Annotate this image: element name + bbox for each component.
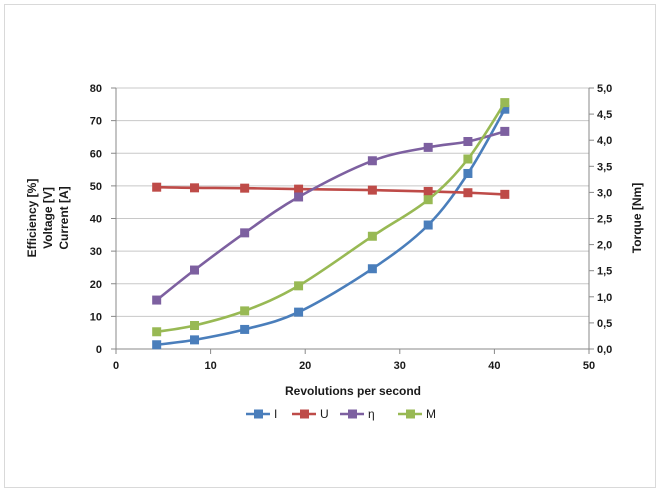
- series-0-marker: [240, 324, 250, 334]
- right-tick-label: 4,5: [597, 109, 612, 121]
- legend-swatch-marker: [348, 409, 357, 419]
- right-tick-label: 0,5: [597, 318, 612, 330]
- legend-entry-label: η: [368, 407, 375, 421]
- chart-frame: [4, 4, 656, 488]
- series-1-marker: [190, 183, 200, 193]
- left-tick-label: 30: [90, 246, 102, 258]
- right-tick-label: 3,0: [597, 187, 612, 199]
- right-tick-label: 1,5: [597, 266, 612, 278]
- series-0-marker: [367, 264, 377, 274]
- series-2-marker: [500, 126, 510, 136]
- series-1-marker: [463, 188, 473, 198]
- series-0-marker: [423, 220, 433, 230]
- x-tick-label: 0: [113, 360, 119, 372]
- right-tick-label: 2,5: [597, 214, 612, 226]
- right-tick-labels: 0,0 0,5 1,0 1,5 2,0 2,5 3,0 3,5 4,0 4,5 5,0: [597, 83, 612, 356]
- right-tick-label: 1,0: [597, 292, 612, 304]
- series-2-marker: [423, 142, 433, 152]
- series-1-marker: [240, 183, 250, 193]
- series-3-line: [156, 101, 506, 334]
- series-0-marker: [463, 168, 473, 178]
- series-3-marker: [423, 195, 433, 205]
- series-2-line: [155, 130, 506, 302]
- x-tick-label: 30: [394, 360, 406, 372]
- x-axis-label: Revolutions per second: [285, 384, 421, 398]
- y-axis-label-efficiency: Efficiency [%]: [25, 179, 39, 258]
- series-0-marker: [500, 104, 510, 114]
- series-1-line: [156, 185, 505, 196]
- right-tick-label: 5,0: [597, 83, 612, 95]
- series-2-marker: [240, 228, 250, 238]
- series-2-marker: [190, 265, 200, 275]
- series-0-marker: [294, 307, 304, 317]
- y2-axis-label-torque: Torque [Nm]: [630, 183, 644, 253]
- x-tick-labels: 0 10 20 30 40 50: [113, 360, 595, 372]
- right-tick-label: 3,5: [597, 161, 612, 173]
- series-3-marker: [294, 281, 304, 291]
- series-1-marker: [367, 185, 377, 195]
- legend-entry-label: U: [320, 407, 329, 421]
- left-tick-label: 60: [90, 148, 102, 160]
- left-tick-label: 40: [90, 214, 102, 226]
- legend-entry-label: M: [426, 407, 436, 421]
- series-2-marker: [367, 156, 377, 166]
- series-2-marker: [152, 295, 162, 305]
- left-tick-label: 80: [90, 83, 102, 95]
- y-axis-label-voltage: Voltage [V]: [41, 187, 55, 249]
- series-1-marker: [294, 184, 304, 194]
- y-axis-label-current: Current [A]: [57, 186, 71, 249]
- series-2-marker: [294, 192, 304, 202]
- series-2-marker: [463, 137, 473, 147]
- series-3-marker: [367, 231, 377, 241]
- series-3-marker: [463, 154, 473, 164]
- series-3-marker: [240, 306, 250, 316]
- left-tick-label: 70: [90, 116, 102, 128]
- series-3-marker: [500, 98, 510, 108]
- x-tick-label: 20: [299, 360, 311, 372]
- axes: [111, 87, 594, 354]
- left-tick-label: 20: [90, 279, 102, 291]
- left-tick-label: 0: [96, 344, 102, 356]
- series-0-marker: [152, 340, 162, 350]
- x-tick-label: 50: [583, 360, 595, 372]
- right-tick-label: 0,0: [597, 344, 612, 356]
- series-group: [152, 98, 510, 350]
- series-1-marker: [423, 186, 433, 196]
- left-tick-label: 50: [90, 181, 102, 193]
- series-3-marker: [152, 327, 162, 337]
- right-tick-label: 2,0: [597, 240, 612, 252]
- series-1-marker: [152, 182, 162, 192]
- right-tick-label: 4,0: [597, 135, 612, 147]
- series-3-marker: [190, 321, 200, 331]
- legend-swatch-marker: [406, 409, 415, 419]
- x-tick-label: 10: [204, 360, 216, 372]
- legend-entry-label: I: [274, 407, 277, 421]
- legend-swatch-marker: [300, 409, 309, 419]
- series-1-marker: [500, 189, 510, 199]
- left-tick-labels: 0 10 20 30 40 50 60 70 80: [90, 83, 102, 356]
- x-tick-label: 40: [488, 360, 500, 372]
- left-tick-label: 10: [90, 311, 102, 323]
- legend-swatch-marker: [254, 409, 263, 419]
- series-0-marker: [190, 335, 200, 345]
